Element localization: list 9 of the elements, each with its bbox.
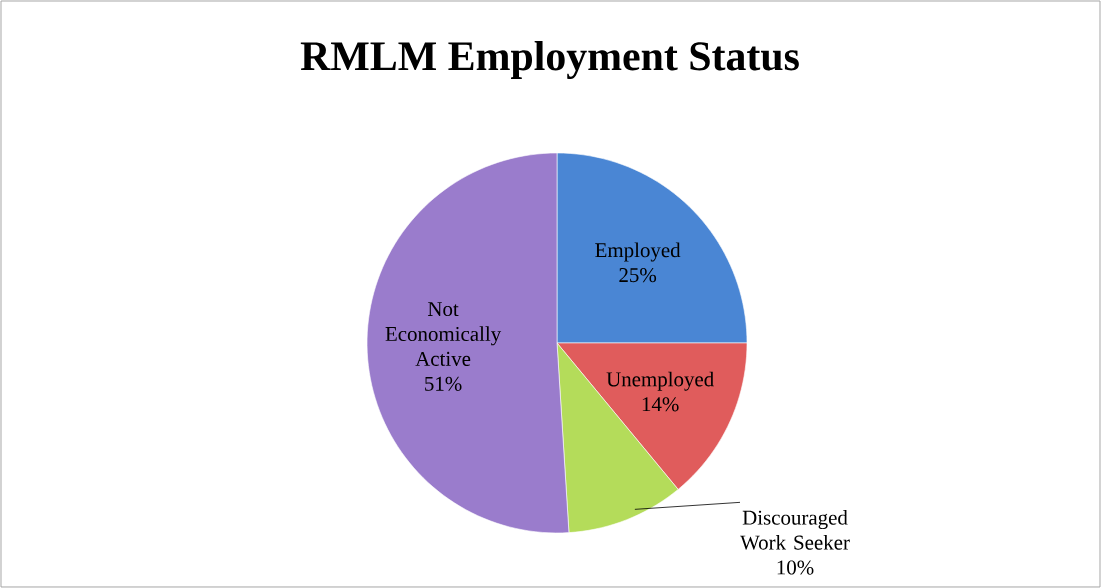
data-label: 25%	[619, 268, 657, 283]
slice-label: Not Economically Active	[385, 302, 502, 366]
slice-label: Discouraged Work Seeker	[740, 510, 850, 550]
data-label: 14%	[642, 397, 679, 412]
slice-label: Employed	[595, 242, 681, 262]
data-label: 51%	[425, 376, 462, 391]
chart-title: RMLM Employment Status	[300, 40, 799, 80]
data-label: 10%	[777, 560, 814, 575]
slice-label: Unemployed	[606, 371, 714, 391]
